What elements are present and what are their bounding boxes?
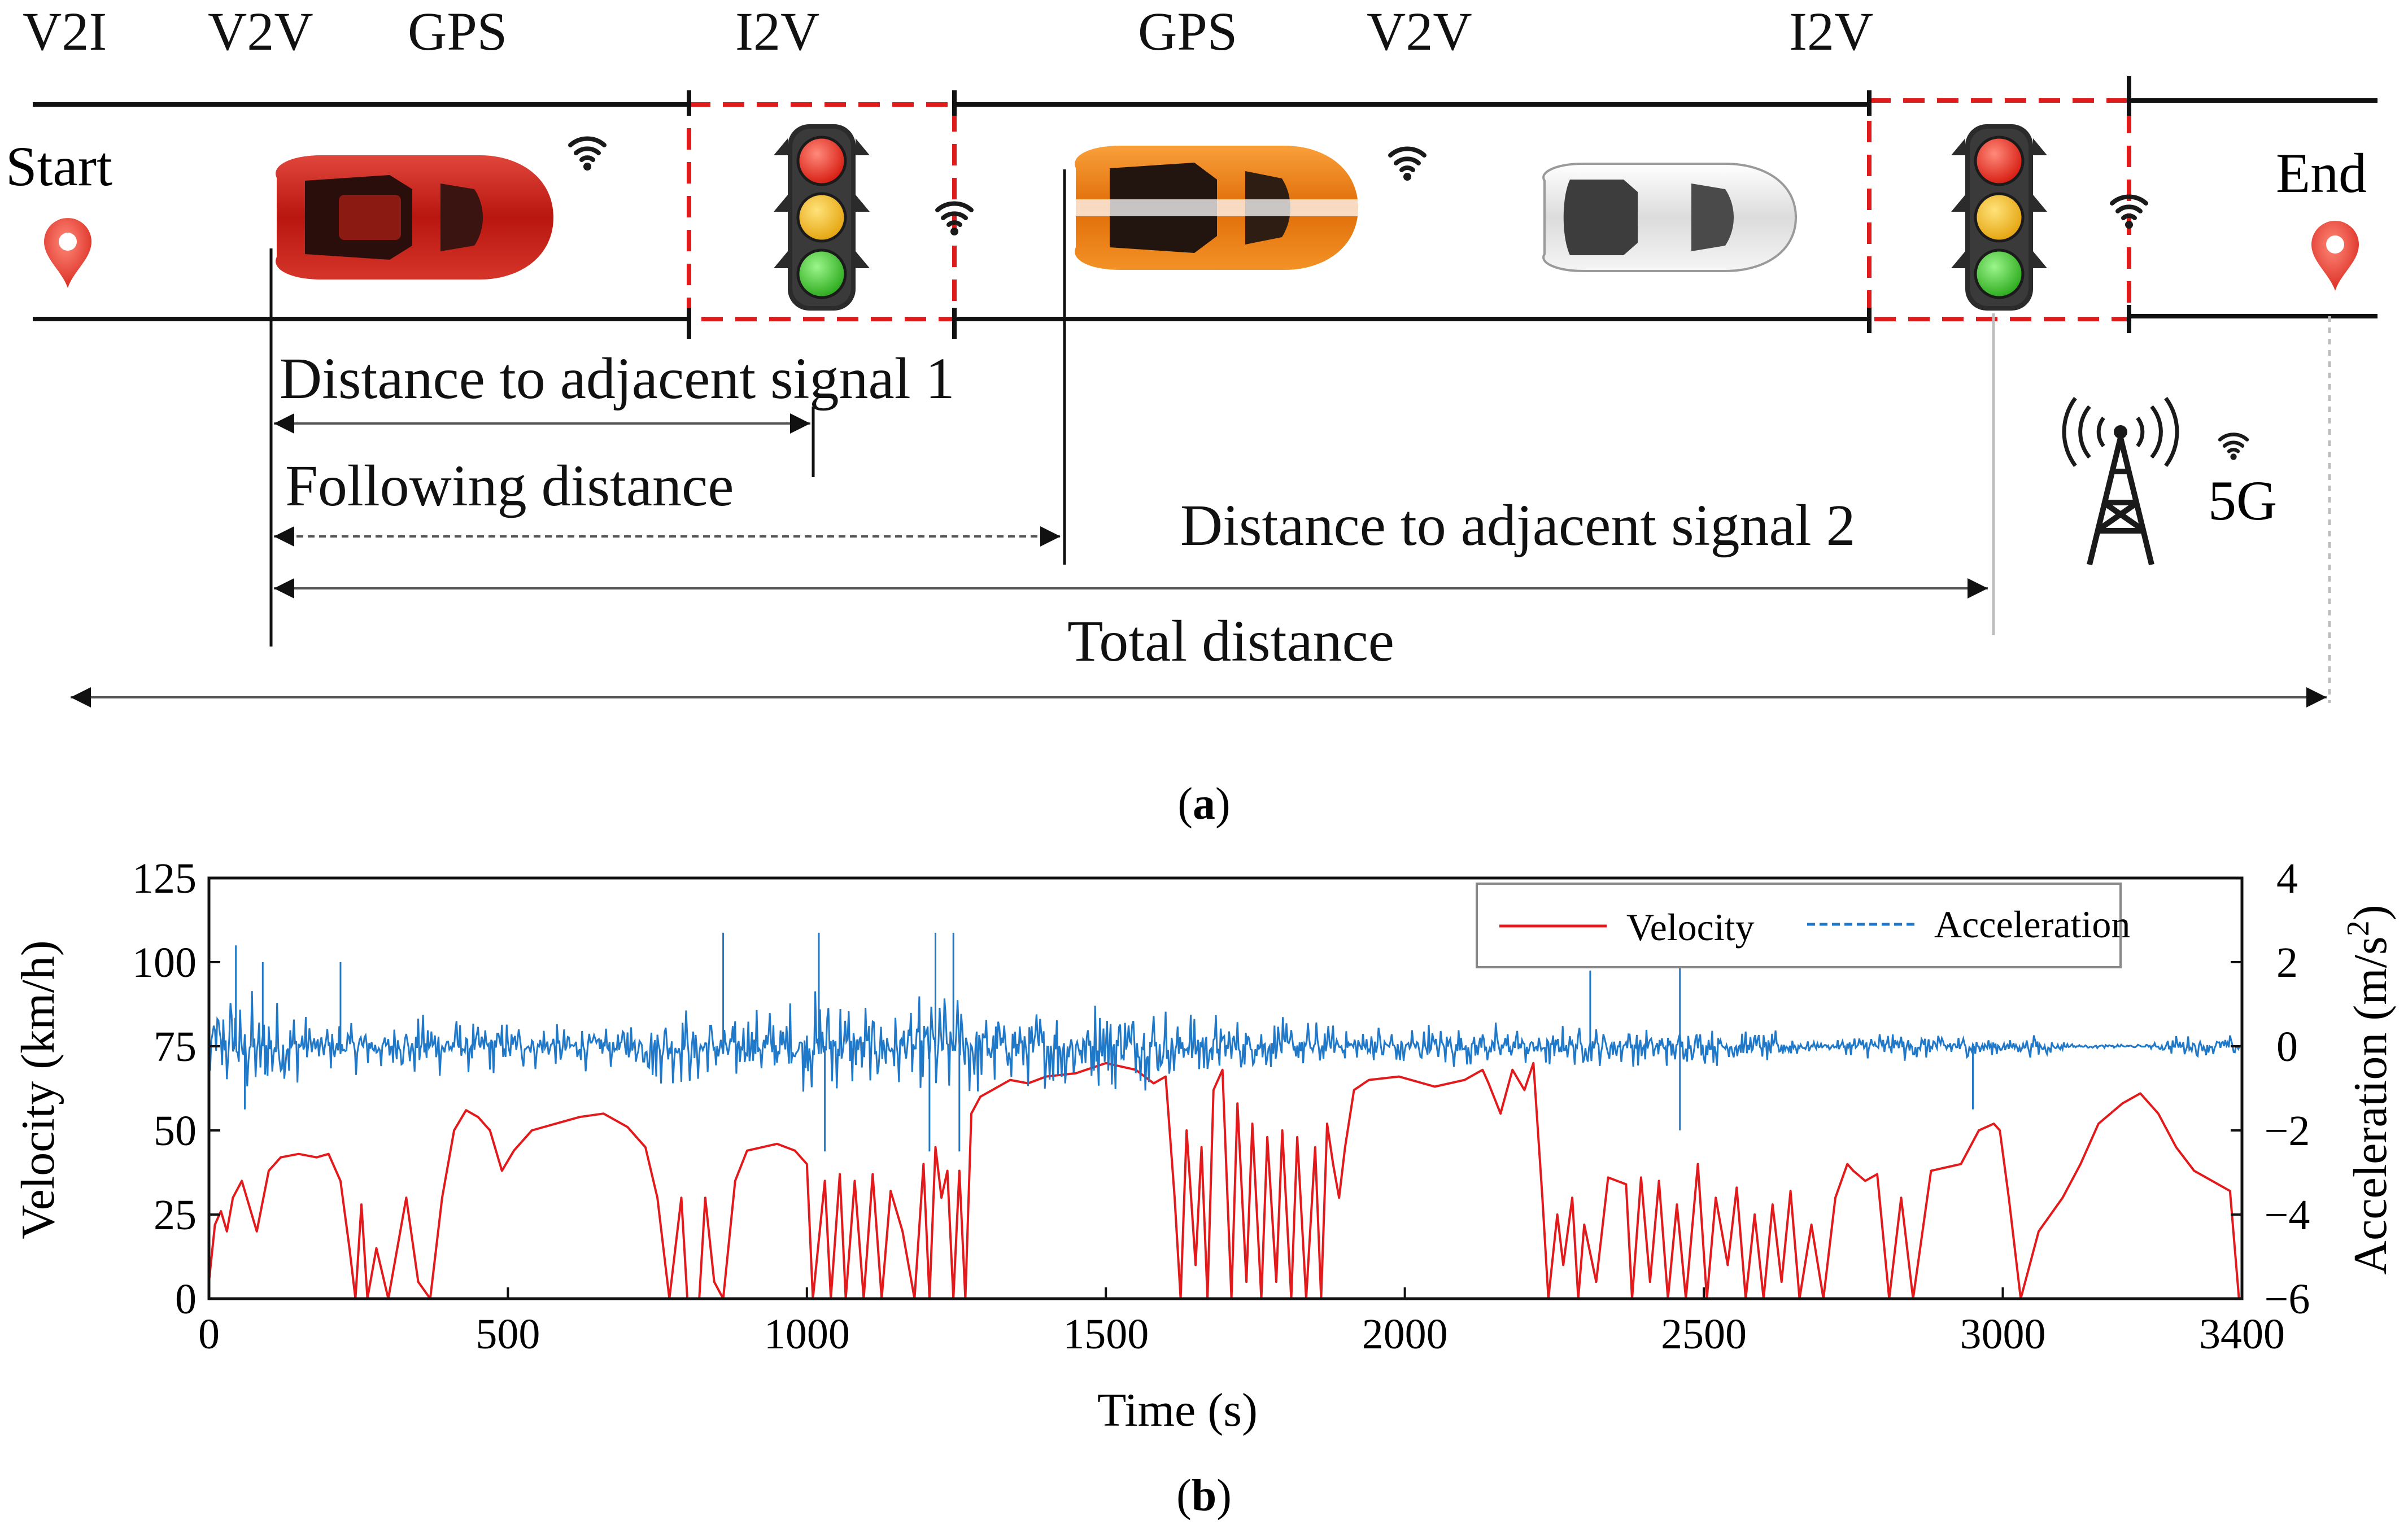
start-label: Start (6, 135, 112, 198)
x-tick-label: 1000 (764, 1311, 850, 1358)
road-scenario-diagram: V2I V2V GPS I2V GPS V2V I2V (6, 1, 2378, 829)
start-pin-icon (44, 218, 91, 288)
caption-b: (b) (1176, 1471, 1232, 1521)
y2-tick-label: −6 (2265, 1276, 2310, 1323)
end-label: End (2276, 142, 2367, 204)
label-v2v-1: V2V (208, 1, 313, 62)
x-tick-label: 3000 (1960, 1311, 2045, 1358)
wifi-icon-orange-car (1390, 149, 1424, 181)
distance-signal-2-label: Distance to adjacent signal 2 (1180, 493, 1856, 558)
label-i2v-2: I2V (1789, 1, 1873, 62)
velocity-acceleration-chart: 0 500 1000 1500 2000 2500 3000 3400 0 25 50 75 100 1… (12, 855, 2397, 1521)
y2-tick-label: 0 (2276, 1023, 2298, 1071)
distance-signal-1-label: Distance to adjacent signal 1 (280, 346, 955, 411)
y-axis-right: −6 −4 −2 0 2 4 (2231, 855, 2310, 1323)
velocity-series (208, 1062, 2240, 1300)
y-tick-label: 50 (154, 1107, 197, 1155)
x-tick-label: 500 (476, 1311, 540, 1358)
y2-tick-label: 2 (2276, 939, 2298, 986)
traffic-light-icon-1 (774, 124, 870, 311)
label-gps-1: GPS (408, 1, 507, 62)
y-axis-title: Velocity (km/h) (12, 940, 64, 1239)
legend-acceleration-label: Acceleration (1934, 903, 2130, 946)
x-axis: 0 500 1000 1500 2000 2500 3000 3400 (198, 1287, 2285, 1358)
y-tick-label: 75 (154, 1023, 197, 1071)
wifi-icon-red-car (570, 139, 604, 171)
y2-tick-label: −4 (2265, 1191, 2310, 1239)
caption-a: (a) (1177, 779, 1230, 829)
signal-zone-boxes (687, 98, 2131, 321)
network-5g-label: 5G (2208, 469, 2277, 532)
red-car (276, 155, 553, 279)
x-tick-label: 0 (198, 1311, 220, 1358)
x-tick-label: 2000 (1362, 1311, 1448, 1358)
x-tick-label: 2500 (1661, 1311, 1747, 1358)
x-tick-label: 1500 (1063, 1311, 1149, 1358)
y-tick-label: 100 (132, 939, 197, 986)
white-car (1542, 163, 1798, 272)
x-axis-title: Time (s) (1097, 1384, 1258, 1436)
label-gps-2: GPS (1138, 1, 1237, 62)
velocity-line (208, 1062, 2240, 1300)
acceleration-line (208, 991, 2243, 1092)
y2-tick-label: 4 (2276, 855, 2298, 902)
y2-tick-label: −2 (2265, 1107, 2310, 1155)
end-pin-icon (2311, 221, 2359, 291)
wifi-icon-5g (2220, 434, 2247, 460)
y-axis-left: 0 25 50 75 100 125 (132, 855, 220, 1323)
y-tick-label: 0 (175, 1276, 197, 1323)
traffic-light-icon-2 (1951, 124, 2047, 311)
signal-zone-2 (1867, 98, 2131, 321)
legend-velocity-label: Velocity (1626, 906, 1755, 949)
chart-legend: Velocity Acceleration (1476, 883, 2130, 968)
x-tick-label: 3400 (2199, 1311, 2285, 1358)
following-distance-label: Following distance (285, 453, 734, 518)
label-i2v-1: I2V (735, 1, 819, 62)
acceleration-series (208, 932, 2243, 1152)
orange-car (1070, 146, 1358, 270)
cell-tower-icon (2062, 396, 2179, 566)
y2-axis-title: Acceleration (m/s2) (2341, 905, 2397, 1274)
y-tick-label: 25 (154, 1191, 197, 1239)
wifi-icon-signal-2 (2112, 197, 2146, 229)
plot-frame (207, 876, 2244, 1300)
label-v2i: V2I (23, 1, 107, 62)
label-v2v-2: V2V (1367, 1, 1472, 62)
y-tick-label: 125 (132, 855, 197, 902)
total-distance-label: Total distance (1067, 609, 1394, 674)
road (33, 98, 2378, 321)
